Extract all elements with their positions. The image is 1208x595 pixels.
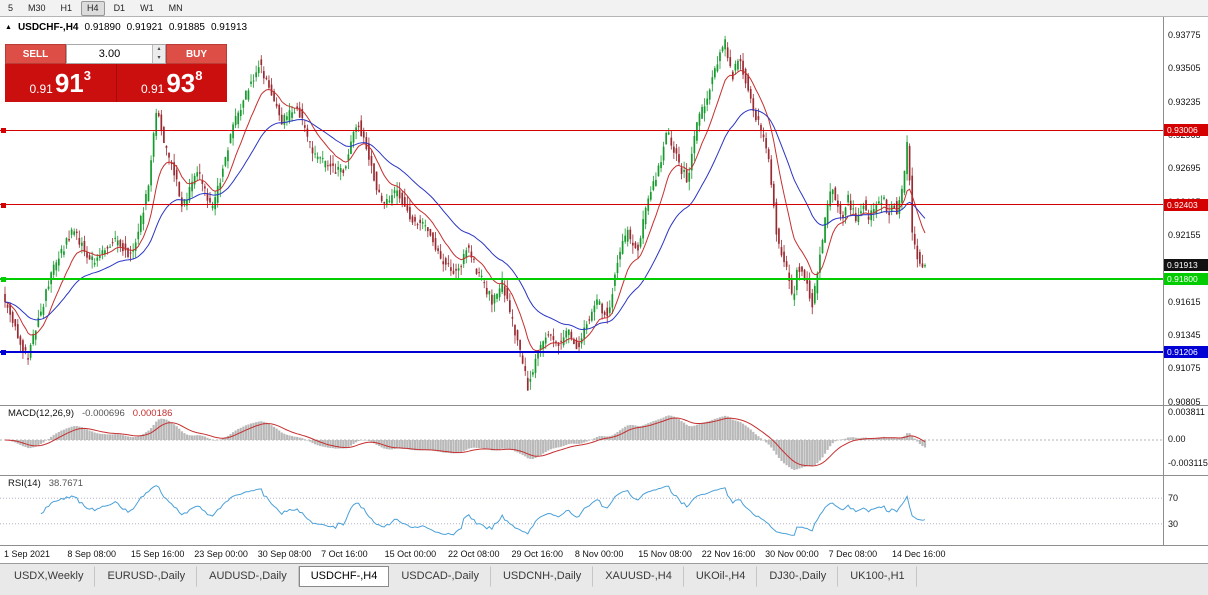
lot-spinner: ▴ ▾ bbox=[152, 45, 165, 63]
rsi-axis-label: 70 bbox=[1168, 493, 1179, 504]
time-axis-label: 29 Oct 16:00 bbox=[511, 549, 563, 559]
macd-axis-label: 0.003811 bbox=[1168, 407, 1205, 417]
bid-big-figure: 91 bbox=[54, 68, 84, 98]
ohlc-high: 0.91921 bbox=[126, 22, 163, 33]
hline-anchor-resistance-lower[interactable] bbox=[1, 203, 6, 208]
lot-increase-icon[interactable]: ▴ bbox=[153, 45, 165, 54]
hline-support-blue[interactable] bbox=[0, 351, 1163, 353]
time-axis-label: 15 Sep 16:00 bbox=[130, 549, 185, 559]
macd-value: -0.000696 bbox=[82, 408, 125, 419]
time-axis-label: 7 Dec 08:00 bbox=[828, 549, 878, 559]
price-axis-label: 0.93505 bbox=[1168, 63, 1201, 74]
price-axis-label: 0.91345 bbox=[1168, 330, 1201, 341]
hline-support-green[interactable] bbox=[0, 278, 1163, 280]
time-axis-label: 15 Oct 00:00 bbox=[384, 549, 437, 559]
tab-usdcnh-daily[interactable]: USDCNH-,Daily bbox=[491, 566, 594, 587]
lot-size-value: 3.00 bbox=[98, 48, 121, 60]
price-badge-0.92403: 0.92403 bbox=[1164, 198, 1208, 211]
pane-separator[interactable] bbox=[0, 475, 1208, 476]
chart-title: ▲ USDCHF-,H4 0.91890 0.91921 0.91885 0.9… bbox=[5, 22, 247, 33]
tab-xauusd-h4[interactable]: XAUUSD-,H4 bbox=[593, 566, 684, 587]
tab-dj30-daily[interactable]: DJ30-,Daily bbox=[757, 566, 839, 587]
lot-decrease-icon[interactable]: ▾ bbox=[153, 54, 165, 63]
price-badge-0.91206: 0.91206 bbox=[1164, 346, 1208, 359]
time-axis-label: 7 Oct 16:00 bbox=[321, 549, 368, 559]
price-axis-label: 0.92695 bbox=[1168, 163, 1201, 174]
price-axis-label: 0.93775 bbox=[1168, 30, 1201, 41]
ask-big-figure: 93 bbox=[166, 68, 196, 98]
price-axis-label: 0.91615 bbox=[1168, 296, 1201, 307]
price-axis-label: 0.93235 bbox=[1168, 96, 1201, 107]
rsi-axis-label: 30 bbox=[1168, 518, 1179, 529]
macd-signal-value: 0.000186 bbox=[132, 408, 173, 419]
price-scale[interactable]: 0.937750.935050.932350.929650.926950.924… bbox=[1163, 17, 1208, 546]
hline-anchor-resistance-upper[interactable] bbox=[1, 128, 6, 133]
time-axis-label: 22 Nov 16:00 bbox=[701, 549, 756, 559]
ohlc-low: 0.91885 bbox=[168, 22, 205, 33]
time-axis-label: 8 Sep 08:00 bbox=[67, 549, 116, 559]
price-axis-label: 0.90805 bbox=[1168, 396, 1201, 407]
timeframe-button-5[interactable]: 5 bbox=[8, 2, 14, 13]
price-badge-0.91913: 0.91913 bbox=[1164, 259, 1208, 271]
buy-price-button[interactable]: 0.91 93 8 bbox=[116, 64, 227, 102]
timeframe-toolbar: 5 M30 H1 H4 D1 W1 MN bbox=[0, 0, 1208, 17]
ask-pipette: 8 bbox=[195, 68, 203, 83]
timeframe-button-mn[interactable]: MN bbox=[168, 2, 183, 13]
bid-prefix: 0.91 bbox=[29, 82, 53, 96]
lot-size-field[interactable]: 3.00 ▴ ▾ bbox=[66, 44, 166, 64]
tab-usdx-weekly[interactable]: USDX,Weekly bbox=[2, 566, 96, 587]
tab-ukoil-h4[interactable]: UKOil-,H4 bbox=[684, 566, 758, 587]
buy-button[interactable]: BUY bbox=[166, 44, 227, 64]
price-badge-0.91800: 0.91800 bbox=[1164, 272, 1208, 285]
timeframe-button-h4[interactable]: H4 bbox=[81, 0, 105, 16]
hline-anchor-support-blue[interactable] bbox=[1, 350, 6, 355]
sell-button[interactable]: SELL bbox=[5, 44, 66, 64]
candlestick-chart-canvas bbox=[0, 35, 1163, 536]
ask-prefix: 0.91 bbox=[140, 82, 165, 96]
time-scale[interactable]: 1 Sep 2021 8 Sep 08:00 15 Sep 16:00 23 Sep … bbox=[0, 546, 1163, 563]
hline-resistance-lower[interactable] bbox=[0, 204, 1163, 205]
time-axis-label: 1 Sep 2021 bbox=[4, 549, 51, 559]
chart-symbol-label: USDCHF-,H4 bbox=[17, 22, 79, 33]
tab-usdchf-h4[interactable]: USDCHF-,H4 bbox=[298, 566, 390, 587]
pane-separator[interactable] bbox=[0, 545, 1208, 546]
ohlc-open: 0.91890 bbox=[84, 22, 121, 33]
sell-price-button[interactable]: 0.91 91 3 bbox=[5, 64, 117, 102]
tab-usdcad-daily[interactable]: USDCAD-,Daily bbox=[389, 566, 491, 587]
rsi-indicator-label: RSI(14) 38.7671 bbox=[8, 478, 83, 489]
price-axis-label: 0.92155 bbox=[1168, 230, 1201, 241]
chart-tab-bar: USDX,Weekly EURUSD-,Daily AUDUSD-,Daily USD… bbox=[0, 563, 1208, 595]
timeframe-button-d1[interactable]: D1 bbox=[113, 2, 126, 13]
one-click-toggle-icon[interactable]: ▲ bbox=[5, 24, 12, 31]
bid-pipette: 3 bbox=[83, 68, 91, 83]
ohlc-close: 0.91913 bbox=[210, 22, 248, 33]
pane-separator[interactable] bbox=[0, 405, 1208, 406]
price-axis-label: 0.91075 bbox=[1168, 363, 1201, 374]
time-axis-label: 15 Nov 08:00 bbox=[638, 549, 692, 559]
timeframe-button-h1[interactable]: H1 bbox=[60, 2, 73, 13]
time-axis-label: 8 Nov 00:00 bbox=[574, 549, 624, 559]
tab-audusd-daily[interactable]: AUDUSD-,Daily bbox=[197, 566, 299, 587]
timeframe-button-w1[interactable]: W1 bbox=[140, 2, 154, 13]
rsi-name: RSI(14) bbox=[8, 478, 41, 489]
timeframe-button-m30[interactable]: M30 bbox=[28, 2, 46, 13]
hline-resistance-upper[interactable] bbox=[0, 130, 1163, 131]
macd-axis-label: 0.00 bbox=[1168, 434, 1186, 444]
chart-area: 0.937750.935050.932350.929650.926950.924… bbox=[0, 17, 1208, 563]
time-axis-label: 30 Nov 00:00 bbox=[765, 549, 819, 559]
time-axis-label: 22 Oct 08:00 bbox=[448, 549, 500, 559]
macd-indicator-label: MACD(12,26,9) -0.000696 0.000186 bbox=[8, 408, 172, 419]
one-click-trading-panel: SELL 3.00 ▴ ▾ BUY 0.91 91 3 0.91 93 8 bbox=[5, 44, 227, 102]
price-badge-0.93006: 0.93006 bbox=[1164, 124, 1208, 137]
time-axis-label: 23 Sep 00:00 bbox=[194, 549, 248, 559]
time-axis-label: 14 Dec 16:00 bbox=[892, 549, 946, 559]
hline-anchor-support-green[interactable] bbox=[1, 277, 6, 282]
time-axis-label: 30 Sep 08:00 bbox=[257, 549, 312, 559]
tab-uk100-h1[interactable]: UK100-,H1 bbox=[838, 566, 917, 587]
macd-name: MACD(12,26,9) bbox=[8, 408, 74, 419]
macd-axis-label: -0.003115 bbox=[1168, 458, 1208, 468]
tab-eurusd-daily[interactable]: EURUSD-,Daily bbox=[95, 566, 198, 587]
rsi-value: 38.7671 bbox=[48, 478, 84, 489]
